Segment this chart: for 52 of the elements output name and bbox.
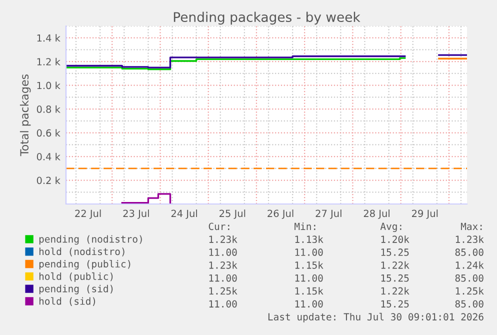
text: 11.00 [295,274,323,282]
text: 11.00 [295,248,323,256]
x-tick-label: 29 Jul [412,210,438,219]
text: 1.22k [381,287,410,295]
legend-label: hold (public) [39,272,113,282]
text: 15.25 [381,274,409,282]
text: 85.00 [455,274,484,282]
text: Max: [460,222,482,230]
x-tick-label: 23 Jul [123,210,149,219]
legend-label: pending (nodistro) [39,235,142,245]
text: 1.23k [209,235,238,243]
legend-label: pending (public) [39,260,130,270]
y-tick-label: 0.6 k [36,129,60,137]
text: 1.23k [456,235,484,243]
text: 85.00 [455,300,484,308]
text: 1.24k [456,261,484,269]
x-tick-label: 28 Jul [364,210,390,219]
y-tick-label: 0.4 k [36,152,60,160]
x-tick-label: 26 Jul [268,210,294,219]
text: Cur: [208,222,230,230]
text: 11.00 [209,274,237,282]
chart-title: Pending packages - by week [174,12,360,25]
text: 85.00 [455,248,484,256]
text: 1.15k [295,261,324,269]
y-tick-label: 1.4 k [37,34,60,42]
y-axis-title: Total packages [20,74,31,156]
y-tick-label: 1.0 k [37,82,60,90]
legend-label: hold (sid) [39,297,96,306]
text: 1.25k [456,287,484,295]
text: 1.22k [381,261,410,269]
text: Avg: [380,222,402,232]
text: 1.15k [295,287,324,295]
text: 15.25 [381,300,409,308]
text: 11.00 [209,248,237,256]
text: Min: [294,222,316,230]
legend-label: hold (nodistro) [39,248,124,256]
text: 15.25 [381,248,409,256]
x-tick-label: 24 Jul [171,210,197,219]
text: Last update: Thu Jul 30 09:01:01 2026 [268,312,484,322]
y-tick-label: 0.2 k [36,176,60,184]
x-tick-label: 25 Jul [220,210,246,219]
text: 1.23k [209,261,238,269]
legend-label: pending (sid) [39,284,113,294]
y-tick-label: 1.2 k [37,58,60,66]
text: 1.25k [209,287,238,295]
y-tick-label: 0.8 k [36,105,60,113]
text: 1.20k [381,235,410,243]
text: 11.00 [295,300,323,308]
text: 11.00 [209,300,237,308]
x-tick-label: 27 Jul [316,210,342,219]
x-tick-label: 22 Jul [75,210,101,219]
text: 1.13k [295,235,324,243]
